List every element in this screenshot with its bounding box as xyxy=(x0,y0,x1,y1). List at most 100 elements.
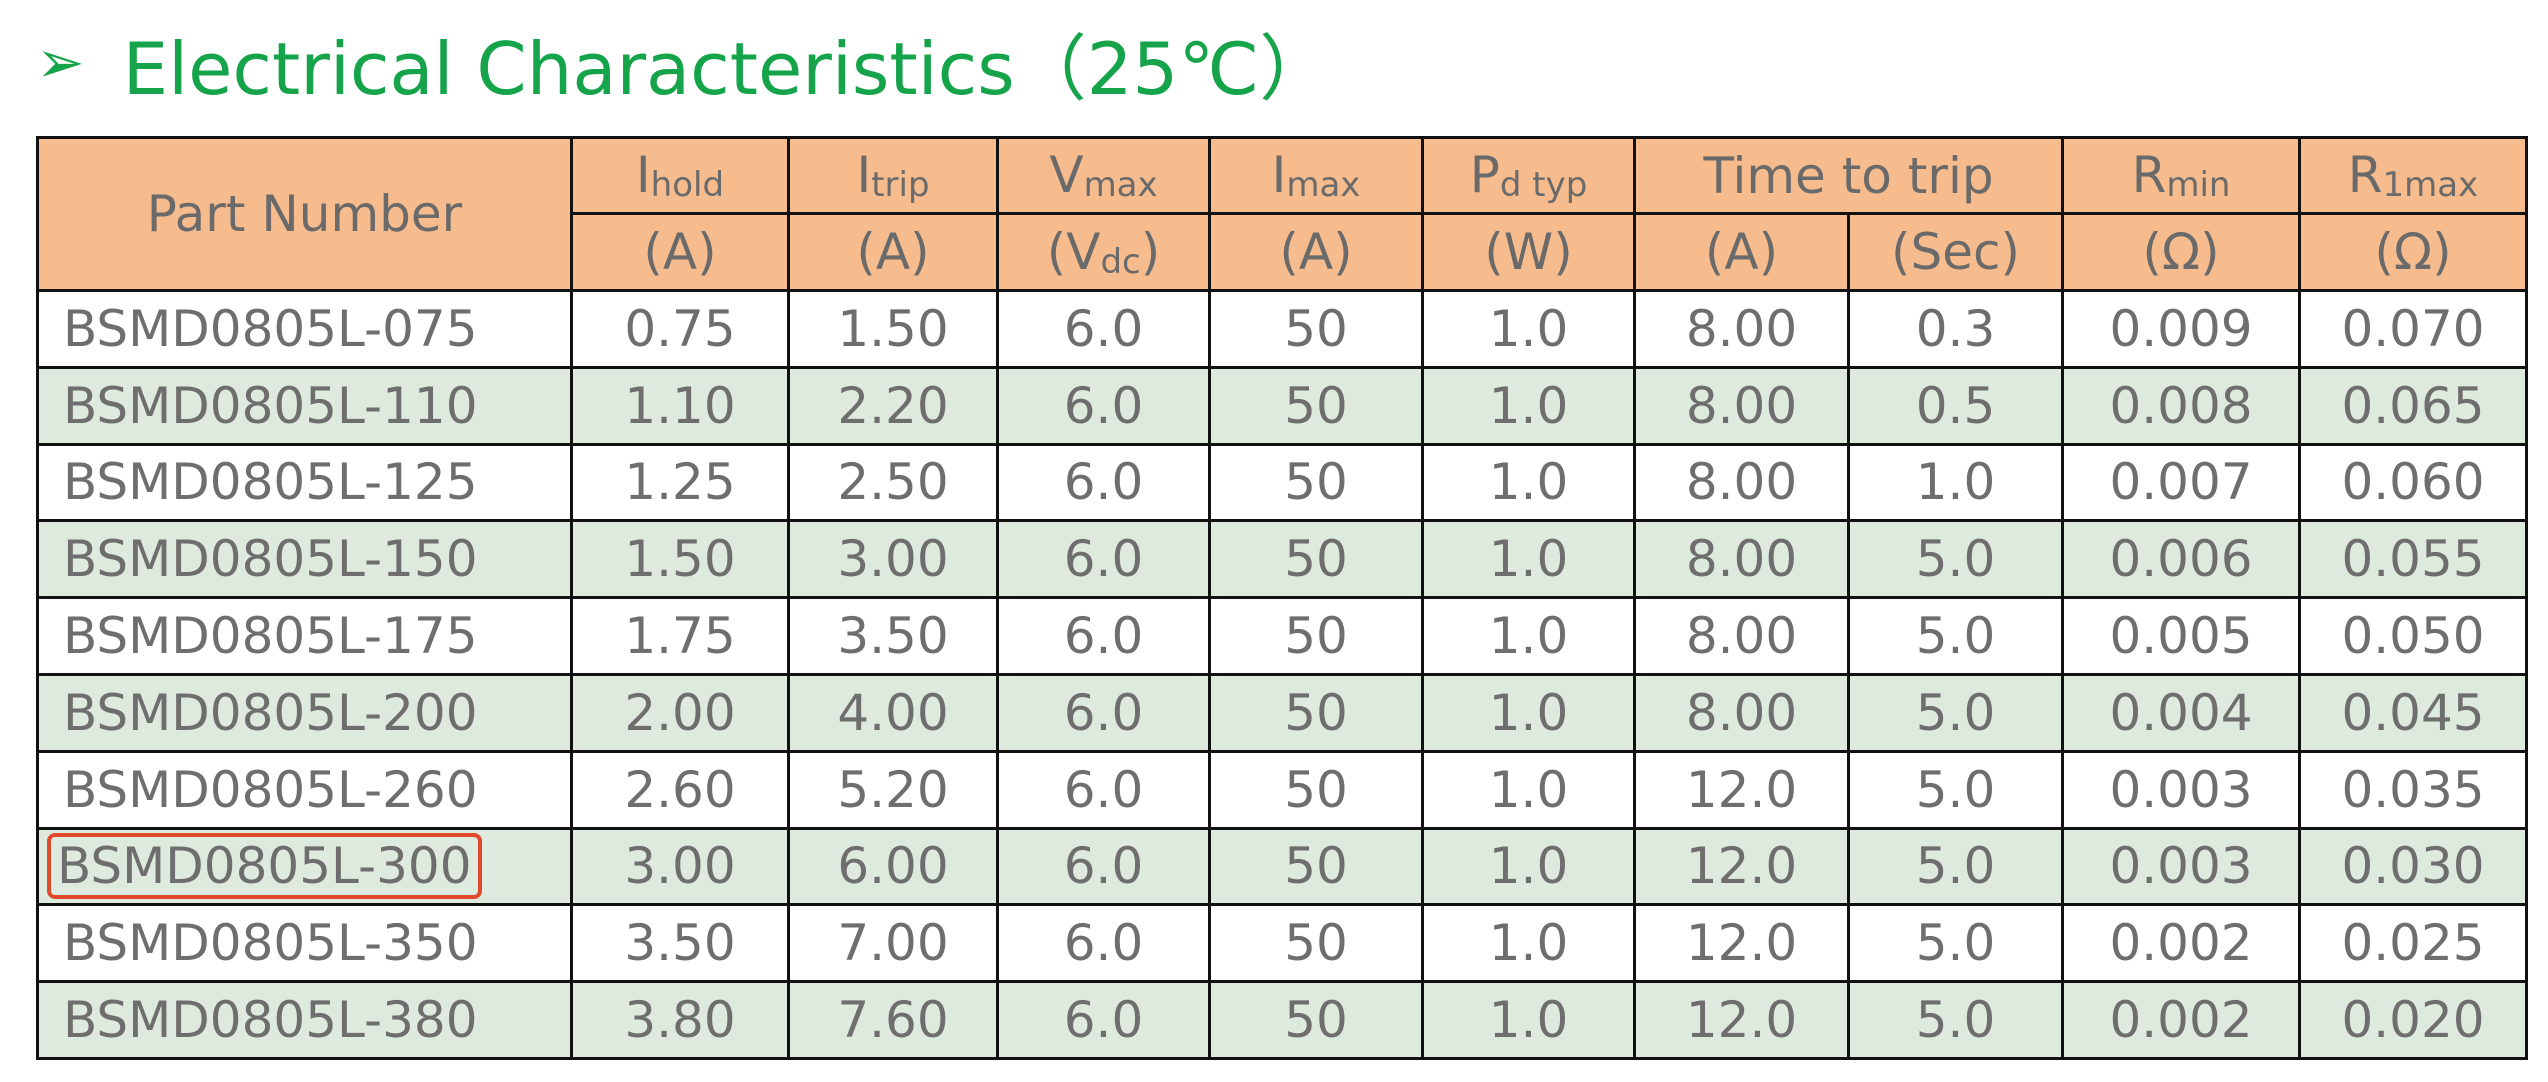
unit-cell: (A) xyxy=(787,212,999,292)
unit-cell: (Sec) xyxy=(1846,212,2065,292)
part-number: BSMD0805L-350 xyxy=(63,914,478,973)
value-cell: 0.75 xyxy=(570,289,790,369)
value-cell: 1.0 xyxy=(1846,442,2065,523)
part-number: BSMD0805L-125 xyxy=(63,453,478,512)
header-cell: Ihold xyxy=(570,136,790,215)
table-row: BSMD0805L-110 1.10 2.20 6.0 50 1.0 8.00 0.5 0.00… xyxy=(36,365,2529,446)
value-cell: 3.00 xyxy=(787,519,999,600)
header-cell: Part Number xyxy=(36,136,573,292)
value-cell: 50 xyxy=(1208,903,1424,984)
value-cell: 8.00 xyxy=(1633,519,1850,600)
value-cell: 6.0 xyxy=(996,749,1211,830)
value-cell: 0.008 xyxy=(2061,365,2302,446)
value-cell: 0.004 xyxy=(2061,672,2302,753)
header-subscript: d typ xyxy=(1499,165,1588,205)
value-cell: 5.0 xyxy=(1846,980,2065,1060)
value-cell: 2.50 xyxy=(787,442,999,523)
value-cell: 6.0 xyxy=(996,365,1211,446)
value-cell: 1.0 xyxy=(1421,672,1636,753)
value-cell: 2.20 xyxy=(787,365,999,446)
table-row: BSMD0805L-125 1.25 2.50 6.0 50 1.0 8.00 1.0 0.00… xyxy=(36,442,2529,523)
table-row: BSMD0805L-150 1.50 3.00 6.0 50 1.0 8.00 5.0 0.00… xyxy=(36,519,2529,600)
unit-cell: (Vdc) xyxy=(996,212,1211,292)
value-cell: 50 xyxy=(1208,826,1424,907)
unit-cell: (Ω) xyxy=(2061,212,2302,292)
value-cell: 6.0 xyxy=(996,826,1211,907)
value-cell: 7.60 xyxy=(787,980,999,1060)
unit-text: (W) xyxy=(1484,223,1573,281)
value-cell: 6.0 xyxy=(996,442,1211,523)
part-number-cell: BSMD0805L-380 xyxy=(36,980,573,1060)
part-number: BSMD0805L-175 xyxy=(63,607,478,666)
value-cell: 0.006 xyxy=(2061,519,2302,600)
value-cell: 50 xyxy=(1208,672,1424,753)
value-cell: 0.002 xyxy=(2061,903,2302,984)
value-cell: 6.0 xyxy=(996,519,1211,600)
value-cell: 8.00 xyxy=(1633,365,1850,446)
value-cell: 8.00 xyxy=(1633,289,1850,369)
value-cell: 50 xyxy=(1208,519,1424,600)
value-cell: 1.0 xyxy=(1421,519,1636,600)
value-cell: 0.060 xyxy=(2298,442,2529,523)
value-cell: 8.00 xyxy=(1633,596,1850,676)
section-title: ➢ Electrical Characteristics（25℃） xyxy=(36,14,1331,111)
unit-text: (A) xyxy=(1279,223,1353,281)
value-cell: 50 xyxy=(1208,749,1424,830)
part-number: BSMD0805L-260 xyxy=(63,760,478,819)
part-number-cell: BSMD0805L-150 xyxy=(36,519,573,600)
table-row: BSMD0805L-075 0.75 1.50 6.0 50 1.0 8.00 0.3 0.00… xyxy=(36,289,2529,369)
header-label: R xyxy=(2347,146,2383,204)
table-row: BSMD0805L-350 3.50 7.00 6.0 50 1.0 12.0 5.0 0.00… xyxy=(36,903,2529,984)
value-cell: 1.0 xyxy=(1421,903,1636,984)
table-row: BSMD0805L-300 3.00 6.00 6.0 50 1.0 12.0 5.0 0.00… xyxy=(36,826,2529,907)
value-cell: 1.10 xyxy=(570,365,790,446)
value-cell: 12.0 xyxy=(1633,903,1850,984)
value-cell: 0.070 xyxy=(2298,289,2529,369)
value-cell: 5.0 xyxy=(1846,672,2065,753)
value-cell: 12.0 xyxy=(1633,826,1850,907)
unit-text: ) xyxy=(1140,222,1161,281)
value-cell: 5.0 xyxy=(1846,903,2065,984)
header-label: P xyxy=(1469,146,1500,204)
value-cell: 0.002 xyxy=(2061,980,2302,1060)
header-subscript: min xyxy=(2166,165,2231,205)
value-cell: 50 xyxy=(1208,365,1424,446)
part-number-cell: BSMD0805L-300 xyxy=(36,826,573,907)
value-cell: 0.045 xyxy=(2298,672,2529,753)
value-cell: 0.055 xyxy=(2298,519,2529,600)
value-cell: 12.0 xyxy=(1633,980,1850,1060)
value-cell: 8.00 xyxy=(1633,672,1850,753)
header-subscript: hold xyxy=(650,165,725,205)
value-cell: 2.00 xyxy=(570,672,790,753)
value-cell: 3.00 xyxy=(570,826,790,907)
value-cell: 5.20 xyxy=(787,749,999,830)
value-cell: 4.00 xyxy=(787,672,999,753)
part-number-cell: BSMD0805L-200 xyxy=(36,672,573,753)
value-cell: 7.00 xyxy=(787,903,999,984)
value-cell: 1.0 xyxy=(1421,980,1636,1060)
value-cell: 1.0 xyxy=(1421,442,1636,523)
value-cell: 0.065 xyxy=(2298,365,2529,446)
value-cell: 0.025 xyxy=(2298,903,2529,984)
unit-cell: (A) xyxy=(1208,212,1424,292)
value-cell: 6.0 xyxy=(996,903,1211,984)
unit-text: (V xyxy=(1046,222,1101,281)
table-row: BSMD0805L-260 2.60 5.20 6.0 50 1.0 12.0 5.0 0.00… xyxy=(36,749,2529,830)
header-subscript: max xyxy=(1286,165,1361,205)
unit-cell: (Ω) xyxy=(2298,212,2529,292)
header-cell: Itrip xyxy=(787,136,999,215)
unit-text: (A) xyxy=(643,223,717,281)
value-cell: 5.0 xyxy=(1846,519,2065,600)
value-cell: 1.50 xyxy=(787,289,999,369)
part-number: BSMD0805L-200 xyxy=(63,683,478,742)
table-row: BSMD0805L-175 1.75 3.50 6.0 50 1.0 8.00 5.0 0.00… xyxy=(36,596,2529,676)
value-cell: 6.0 xyxy=(996,672,1211,753)
header-label: Time to trip xyxy=(1703,146,1994,205)
value-cell: 1.0 xyxy=(1421,749,1636,830)
part-number-cell: BSMD0805L-125 xyxy=(36,442,573,523)
header-label: R xyxy=(2131,146,2167,204)
value-cell: 0.5 xyxy=(1846,365,2065,446)
part-number-cell: BSMD0805L-075 xyxy=(36,289,573,369)
value-cell: 0.009 xyxy=(2061,289,2302,369)
